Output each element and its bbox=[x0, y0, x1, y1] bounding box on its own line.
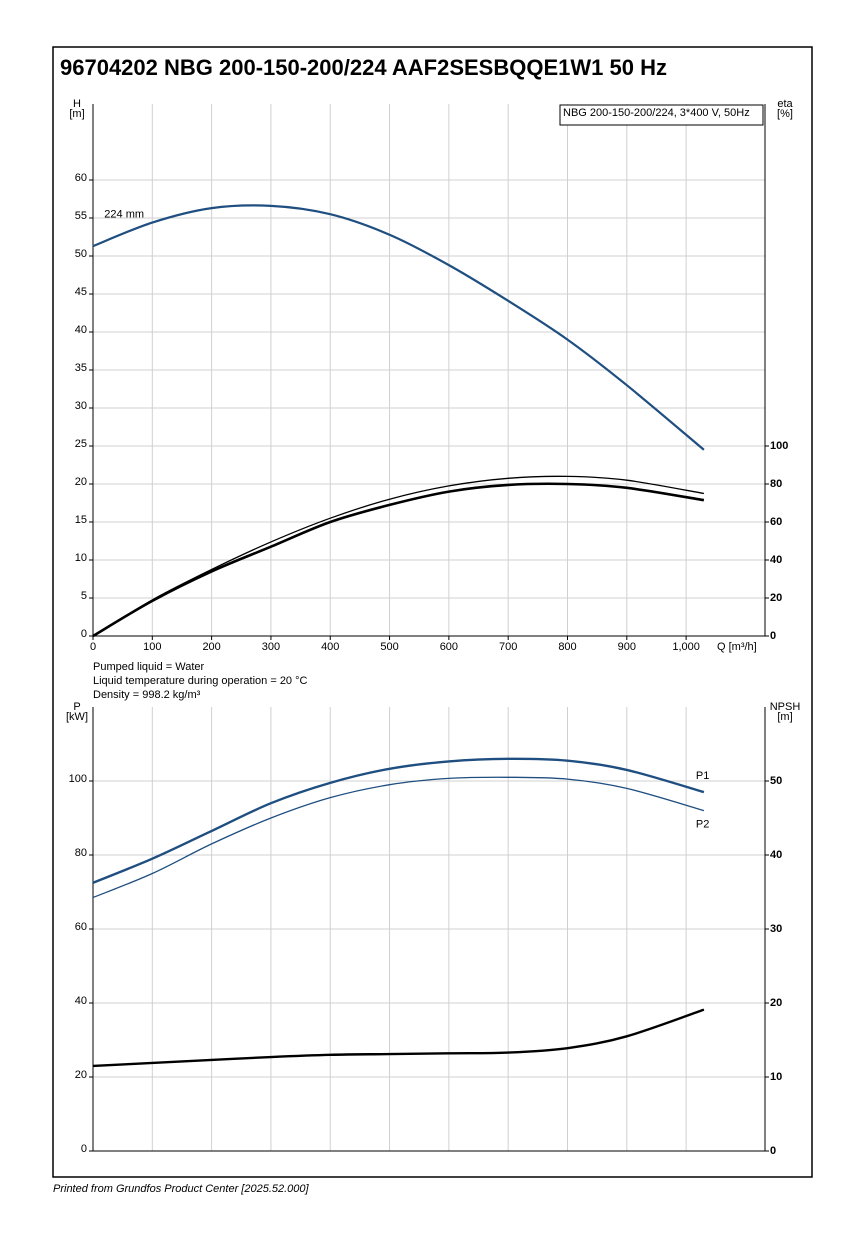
y2-tick-label: 60 bbox=[770, 516, 782, 528]
y2-tick-label: 80 bbox=[770, 478, 782, 490]
y-tick-label: 0 bbox=[81, 1143, 87, 1155]
y2-axis-label: [%] bbox=[777, 108, 793, 120]
x-tick-label: 400 bbox=[321, 641, 339, 653]
x-tick-label: 100 bbox=[143, 641, 161, 653]
liquid-info: Pumped liquid = Water bbox=[93, 661, 205, 673]
legend-box bbox=[559, 104, 764, 126]
y-axis-label: [kW] bbox=[66, 711, 88, 723]
y-tick-label: 45 bbox=[75, 286, 87, 298]
y-tick-label: 10 bbox=[75, 552, 87, 564]
x-tick-label: 500 bbox=[380, 641, 398, 653]
series-label: P2 bbox=[696, 819, 709, 831]
y2-axis-label: NPSH bbox=[770, 701, 801, 713]
y-tick-label: 20 bbox=[75, 476, 87, 488]
series-label: 224 mm bbox=[104, 208, 144, 220]
y-tick-label: 5 bbox=[81, 590, 87, 602]
series-line bbox=[92, 1008, 705, 1068]
title: 96704202 NBG 200-150-200/224 AAF2SESBQQE… bbox=[60, 55, 667, 80]
y-tick-label: 60 bbox=[75, 172, 87, 184]
y2-tick-label: 0 bbox=[770, 1145, 776, 1157]
y-tick-label: 100 bbox=[69, 773, 87, 785]
y2-tick-label: 30 bbox=[770, 923, 782, 935]
y2-tick-label: 40 bbox=[770, 849, 782, 861]
y-tick-label: 80 bbox=[75, 847, 87, 859]
y-axis-label: P bbox=[73, 701, 80, 713]
series-line bbox=[92, 776, 705, 899]
y2-tick-label: 100 bbox=[770, 440, 788, 452]
y2-tick-label: 20 bbox=[770, 997, 782, 1009]
y2-tick-label: 20 bbox=[770, 592, 782, 604]
y2-tick-label: 40 bbox=[770, 554, 782, 566]
y-tick-label: 0 bbox=[81, 628, 87, 640]
x-tick-label: 600 bbox=[440, 641, 458, 653]
x-tick-label: 700 bbox=[499, 641, 517, 653]
y2-tick-label: 10 bbox=[770, 1071, 782, 1083]
liquid-info: Density = 998.2 kg/m³ bbox=[93, 689, 201, 701]
x-tick-label: 300 bbox=[262, 641, 280, 653]
x-tick-label: 800 bbox=[558, 641, 576, 653]
y-tick-label: 25 bbox=[75, 438, 87, 450]
frame bbox=[52, 46, 813, 1178]
y-axis-label: H bbox=[73, 98, 81, 110]
x-tick-label: 900 bbox=[618, 641, 636, 653]
y2-tick-label: 50 bbox=[770, 775, 782, 787]
legend-text: NBG 200-150-200/224, 3*400 V, 50Hz bbox=[563, 107, 750, 119]
series-line bbox=[92, 475, 705, 637]
y-axis-label: [m] bbox=[69, 108, 84, 120]
y-tick-label: 40 bbox=[75, 995, 87, 1007]
series-label: P1 bbox=[696, 770, 709, 782]
y2-axis-label: eta bbox=[777, 98, 793, 110]
x-tick-label: 0 bbox=[90, 641, 96, 653]
series-line bbox=[92, 482, 705, 638]
y-tick-label: 20 bbox=[75, 1069, 87, 1081]
x-tick-label: 1,000 bbox=[672, 641, 700, 653]
y-tick-label: 40 bbox=[75, 324, 87, 336]
x-tick-label: 200 bbox=[202, 641, 220, 653]
y-tick-label: 35 bbox=[75, 362, 87, 374]
y2-axis-label: [m] bbox=[777, 711, 792, 723]
y-tick-label: 30 bbox=[75, 400, 87, 412]
y-tick-label: 60 bbox=[75, 921, 87, 933]
footer: Printed from Grundfos Product Center [20… bbox=[53, 1183, 310, 1195]
series-line bbox=[92, 204, 705, 451]
y-tick-label: 15 bbox=[75, 514, 87, 526]
y-tick-label: 50 bbox=[75, 248, 87, 260]
y-tick-label: 55 bbox=[75, 210, 87, 222]
liquid-info: Liquid temperature during operation = 20… bbox=[93, 675, 308, 687]
series-line bbox=[92, 757, 705, 884]
y2-tick-label: 0 bbox=[770, 630, 776, 642]
x-axis-label: Q [m³/h] bbox=[717, 641, 757, 653]
